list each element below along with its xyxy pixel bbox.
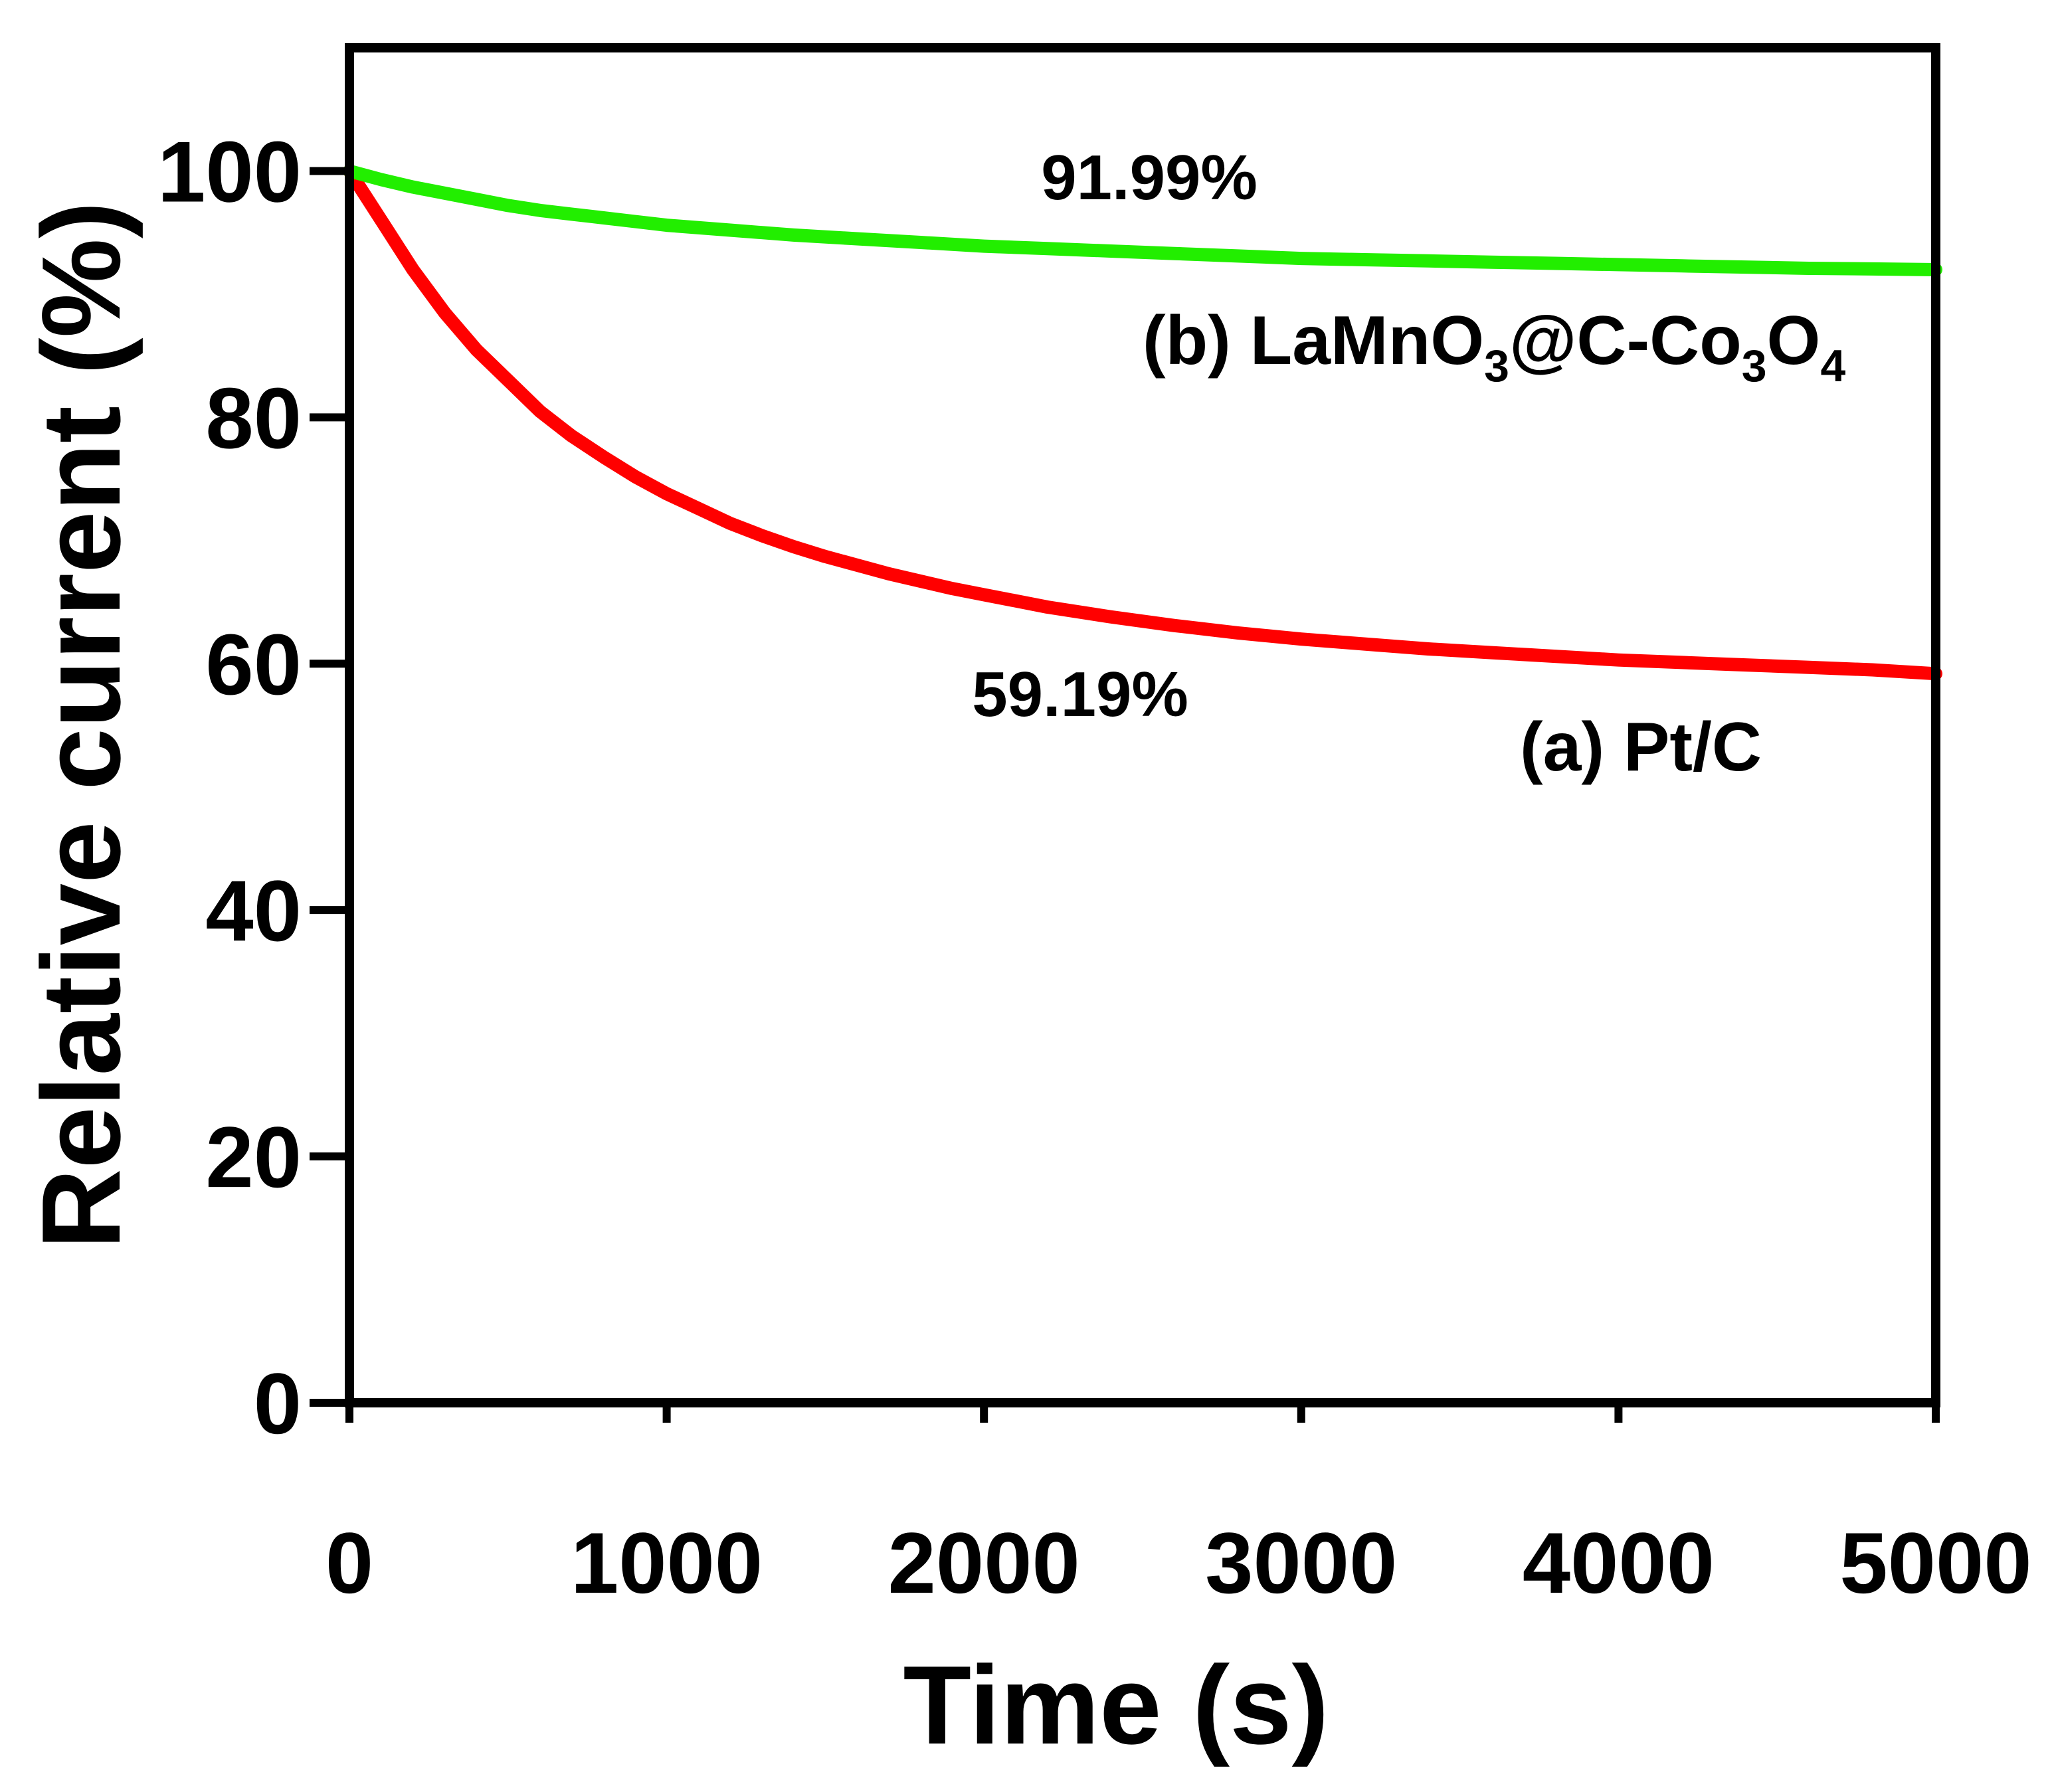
series-label-lamno3-part-2: @C-Co <box>1509 302 1742 379</box>
x-tick-label-2000: 2000 <box>888 1514 1080 1611</box>
y-tick-label-40: 40 <box>205 862 302 959</box>
y-tick-label-0: 0 <box>254 1355 302 1452</box>
tick-layer: 0 1000 2000 3000 4000 5000 0 20 40 60 80 100 <box>157 123 2032 1611</box>
series-label-lamno3-sub-2: 3 <box>1742 341 1767 391</box>
x-tick-label-4000: 4000 <box>1523 1514 1715 1611</box>
series-line-ptc <box>343 164 1942 681</box>
x-tick-label-0: 0 <box>326 1514 373 1611</box>
y-tick-label-100: 100 <box>157 123 302 220</box>
series-label-lamno3: (b) LaMnO3@C-Co3O4 <box>1143 302 1845 391</box>
x-tick-label-1000: 1000 <box>571 1514 763 1611</box>
series-label-lamno3-sub-3: 4 <box>1820 341 1845 391</box>
series-label-ptc: (a) Pt/C <box>1520 709 1762 786</box>
x-tick-label-5000: 5000 <box>1839 1514 2031 1611</box>
series-label-lamno3-part-3: O <box>1767 302 1821 379</box>
y-axis-title: Relative current (%) <box>19 201 143 1249</box>
plot-frame <box>345 43 1940 1407</box>
y-tick-label-60: 60 <box>205 616 302 713</box>
series-line-lamno3 <box>343 164 1942 276</box>
annotation-lamno3-retention: 91.99% <box>1041 142 1258 213</box>
y-tick-label-20: 20 <box>205 1109 302 1206</box>
series-label-lamno3-prefix: (b) <box>1143 302 1250 379</box>
series-label-lamno3-part-1: LaMnO <box>1250 302 1484 379</box>
x-axis-title: Time (s) <box>903 1643 1329 1767</box>
series-label-ptc-main: Pt/C <box>1624 709 1762 786</box>
y-tick-label-80: 80 <box>205 369 302 466</box>
series-label-lamno3-sub-1: 3 <box>1484 341 1509 391</box>
annotation-ptc-retention: 59.19% <box>972 659 1188 730</box>
series-layer <box>343 164 1942 681</box>
series-label-ptc-prefix: (a) <box>1520 709 1624 786</box>
x-tick-label-3000: 3000 <box>1205 1514 1397 1611</box>
